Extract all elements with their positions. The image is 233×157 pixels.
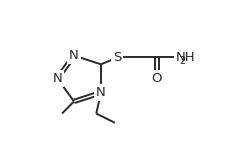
Text: NH: NH <box>176 51 195 64</box>
Text: 2: 2 <box>179 56 186 66</box>
Text: S: S <box>113 51 121 64</box>
Text: N: N <box>52 72 62 85</box>
Text: S: S <box>113 51 121 64</box>
Text: N: N <box>69 49 79 62</box>
Text: N: N <box>96 86 106 99</box>
Text: NH: NH <box>176 51 195 64</box>
Text: N: N <box>96 86 106 99</box>
Text: N: N <box>52 72 62 85</box>
Text: N: N <box>69 49 79 62</box>
Text: O: O <box>152 72 162 85</box>
Text: O: O <box>152 72 162 85</box>
